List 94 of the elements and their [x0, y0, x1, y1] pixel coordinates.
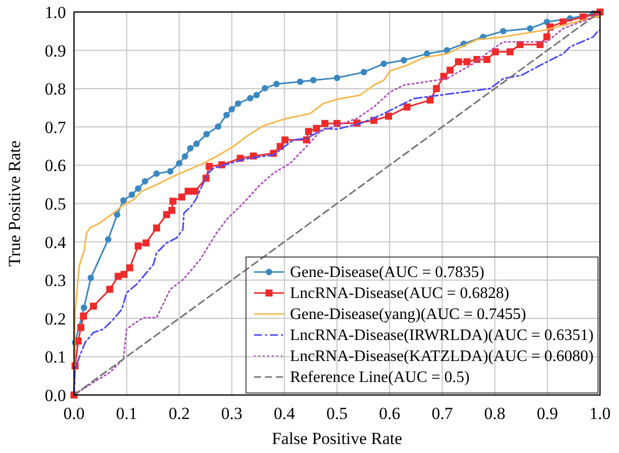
x-tick-label: 1.0: [589, 404, 611, 423]
x-tick-label: 0.4: [274, 404, 296, 423]
point: [403, 103, 410, 110]
point: [228, 106, 235, 112]
point: [142, 239, 150, 246]
legend-label: LncRNA-Disease(KATZLDA)(AUC = 0.6080): [290, 348, 594, 365]
point: [169, 198, 176, 205]
point: [463, 58, 470, 66]
point: [426, 96, 434, 104]
point: [120, 270, 128, 278]
point: [385, 112, 392, 120]
point: [543, 33, 550, 40]
point: [262, 85, 268, 92]
point: [223, 112, 230, 118]
point: [380, 60, 388, 67]
y-tick-label: 0.4: [44, 232, 66, 252]
point: [500, 28, 506, 34]
point: [191, 188, 198, 195]
point: [253, 92, 260, 98]
point: [281, 136, 288, 144]
point: [432, 85, 440, 92]
point: [312, 124, 320, 132]
y-tick-label: 1.0: [44, 3, 66, 22]
point: [90, 302, 97, 310]
x-tick-label: 0.7: [432, 404, 454, 423]
point: [444, 47, 450, 54]
point: [206, 162, 213, 170]
point: [178, 193, 186, 200]
point: [203, 130, 210, 138]
point: [334, 74, 340, 82]
x-tick-label: 0.1: [116, 404, 138, 423]
point: [153, 170, 160, 177]
point: [455, 58, 462, 66]
legend-label: Gene-Disease(AUC = 0.7835): [290, 264, 484, 281]
x-axis-title: False Positive Rate: [272, 429, 402, 448]
point: [321, 120, 328, 127]
point: [168, 206, 176, 214]
point: [234, 100, 242, 107]
x-tick-label: 0.5: [326, 404, 348, 423]
point: [126, 264, 134, 272]
point: [128, 191, 136, 198]
x-tick-label: 0.8: [484, 404, 506, 423]
legend-label: LncRNA-Disease(AUC = 0.6828): [290, 285, 510, 302]
point: [114, 211, 120, 218]
y-tick-label: 0.9: [44, 41, 66, 60]
y-tick-label: 0.8: [44, 80, 66, 99]
y-tick-label: 0.7: [44, 118, 66, 137]
point: [184, 188, 192, 195]
point: [77, 324, 84, 332]
y-tick-label: 0.6: [44, 156, 66, 176]
point: [400, 57, 407, 64]
point: [483, 56, 490, 63]
point: [134, 185, 142, 192]
point: [153, 224, 160, 232]
point: [187, 145, 194, 152]
point: [80, 304, 88, 311]
point: [80, 312, 87, 320]
y-tick-label: 0.5: [44, 194, 66, 214]
point: [134, 242, 142, 250]
point: [167, 168, 174, 175]
point: [360, 68, 368, 76]
x-tick-label: 0.9: [536, 404, 558, 423]
point: [446, 66, 454, 74]
y-tick-label: 0.3: [44, 271, 66, 290]
x-tick-label: 0.6: [378, 404, 400, 423]
x-tick-label: 0.0: [63, 404, 85, 423]
point: [214, 123, 222, 130]
point: [142, 178, 148, 184]
point: [247, 94, 254, 102]
point: [120, 197, 127, 204]
point: [296, 78, 304, 85]
point: [182, 153, 188, 160]
point: [104, 236, 112, 243]
point: [163, 211, 170, 218]
x-tick-label: 0.3: [221, 404, 242, 423]
point: [305, 128, 312, 135]
point: [88, 274, 94, 281]
y-tick-label: 0.2: [44, 309, 66, 328]
point: [310, 76, 317, 84]
x-tick-label: 0.2: [168, 404, 190, 423]
point: [273, 80, 280, 88]
point: [424, 50, 430, 57]
y-tick-label: 0.0: [44, 386, 66, 405]
y-tick-label: 0.1: [44, 348, 66, 367]
legend-label: Gene-Disease(yang)(AUC = 0.7455): [290, 306, 526, 323]
legend-label: Reference Line(AUC = 0.5): [290, 369, 470, 386]
point: [193, 140, 200, 147]
point: [526, 25, 534, 32]
point: [176, 160, 182, 166]
point: [506, 48, 514, 56]
point: [106, 286, 114, 293]
point: [492, 48, 499, 56]
y-axis-title: True Positive Rate: [5, 140, 24, 266]
legend-label: LncRNA-Disease(IRWRLDA)(AUC = 0.6351): [290, 327, 594, 344]
